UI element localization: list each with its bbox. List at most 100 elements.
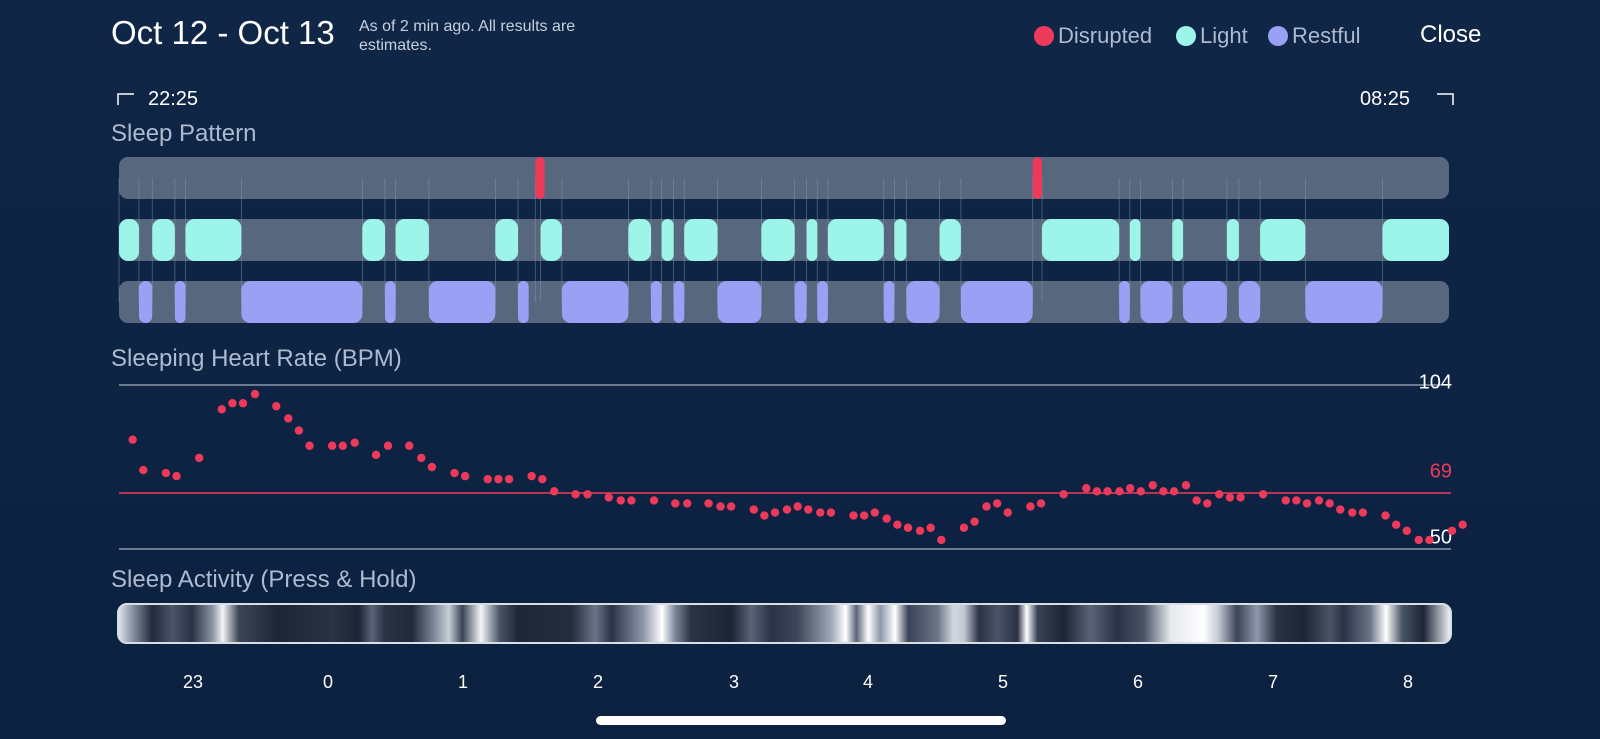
hr-point xyxy=(1358,508,1368,517)
hr-point xyxy=(1258,490,1268,499)
hr-point xyxy=(139,465,148,475)
light-segment xyxy=(939,219,961,261)
legend-light-label: Light xyxy=(1200,23,1248,48)
hr-point xyxy=(238,399,248,408)
light-segment xyxy=(684,219,718,261)
heart-rate-chart: 104 69 50 xyxy=(119,372,1467,550)
legend-restful: Restful xyxy=(1268,21,1360,51)
hr-point xyxy=(1059,490,1068,499)
hr-point xyxy=(305,441,314,450)
hr-point xyxy=(1026,502,1035,511)
hr-point xyxy=(294,426,304,435)
end-time: 08:25 xyxy=(1360,88,1411,110)
disrupted-segment xyxy=(535,157,545,199)
hr-point xyxy=(870,508,879,517)
hr-point xyxy=(937,535,946,545)
hr-point xyxy=(816,508,825,517)
start-time: 22:25 xyxy=(148,88,199,110)
hr-max-label: 104 xyxy=(1419,372,1452,394)
hr-point xyxy=(992,499,1002,508)
hr-point xyxy=(604,493,613,502)
sleep-pattern-title: Sleep Pattern xyxy=(111,120,257,147)
hr-point xyxy=(826,508,836,517)
sleep-activity-bar[interactable] xyxy=(117,603,1452,644)
hour-tick-label: 0 xyxy=(322,672,334,692)
light-segment xyxy=(806,219,818,261)
hr-point xyxy=(1458,520,1467,529)
hour-tick-label: 23 xyxy=(182,672,204,692)
hr-point xyxy=(272,402,281,411)
restful-segment xyxy=(1119,281,1130,323)
hr-point xyxy=(1336,505,1345,514)
hr-point xyxy=(1236,493,1245,502)
light-segment xyxy=(495,219,518,261)
hr-point xyxy=(1215,490,1224,499)
light-segment xyxy=(185,219,242,261)
hr-point xyxy=(583,490,592,499)
hr-point xyxy=(217,405,226,414)
disrupted-dot-icon xyxy=(1034,26,1054,46)
hr-point xyxy=(527,471,536,481)
hr-point xyxy=(1348,508,1357,517)
home-indicator[interactable] xyxy=(596,716,1006,725)
sleep-activity-title: Sleep Activity (Press & Hold) xyxy=(111,566,417,593)
restful-segment xyxy=(385,281,396,323)
restful-segment xyxy=(717,281,762,323)
hr-point xyxy=(161,468,171,478)
hr-point xyxy=(1402,526,1411,535)
restful-segment xyxy=(651,281,662,323)
hr-point xyxy=(427,462,437,472)
hr-point xyxy=(915,526,925,535)
hr-point xyxy=(1082,484,1091,493)
disrupted-segment xyxy=(1032,157,1043,199)
hr-point xyxy=(1125,484,1135,493)
date-range-title: Oct 12 - Oct 13 xyxy=(111,14,335,51)
hr-point xyxy=(1192,496,1201,505)
hr-point xyxy=(1302,499,1312,508)
hr-point xyxy=(538,474,547,484)
sleep-pattern-chart[interactable] xyxy=(0,150,1600,335)
light-segment xyxy=(827,219,884,261)
hr-point xyxy=(460,471,470,481)
hr-point xyxy=(882,514,891,523)
hr-point xyxy=(903,523,913,532)
hr-point xyxy=(327,441,337,450)
restful-segment xyxy=(174,281,186,323)
restful-segment xyxy=(241,281,363,323)
hr-point xyxy=(970,517,979,526)
restful-segment xyxy=(1183,281,1227,323)
legend-disrupted-label: Disrupted xyxy=(1058,23,1153,48)
light-dot-icon xyxy=(1176,26,1196,46)
restful-segment xyxy=(960,281,1033,323)
hr-min-label: 50 xyxy=(1430,527,1452,549)
hr-point xyxy=(1169,487,1179,496)
light-segment xyxy=(152,219,175,261)
restful-dot-icon xyxy=(1268,26,1288,46)
hr-point xyxy=(716,502,725,511)
hour-tick-label: 8 xyxy=(1402,672,1414,692)
hr-point xyxy=(483,474,492,484)
hr-point xyxy=(1447,526,1457,535)
hr-point xyxy=(284,414,293,423)
hr-point xyxy=(1136,487,1145,496)
hr-point xyxy=(1115,487,1124,496)
hour-tick-label: 5 xyxy=(997,672,1009,692)
hr-point xyxy=(1225,493,1235,502)
hr-point xyxy=(405,441,414,450)
hr-point xyxy=(1103,487,1112,496)
hour-tick-label: 2 xyxy=(592,672,604,692)
hr-point xyxy=(1314,496,1324,505)
heart-rate-title: Sleeping Heart Rate (BPM) xyxy=(111,345,402,372)
hr-point xyxy=(649,496,659,505)
hr-point xyxy=(760,511,769,520)
hr-point xyxy=(172,471,181,481)
hr-point xyxy=(782,505,792,514)
hr-point xyxy=(504,474,514,484)
hr-point xyxy=(550,487,559,496)
restful-segment xyxy=(794,281,807,323)
close-button[interactable]: Close xyxy=(1420,21,1482,48)
hr-point xyxy=(770,508,780,517)
hr-avg-label: 69 xyxy=(1430,461,1452,483)
hour-tick-label: 1 xyxy=(457,672,469,692)
hr-point xyxy=(1203,499,1212,508)
